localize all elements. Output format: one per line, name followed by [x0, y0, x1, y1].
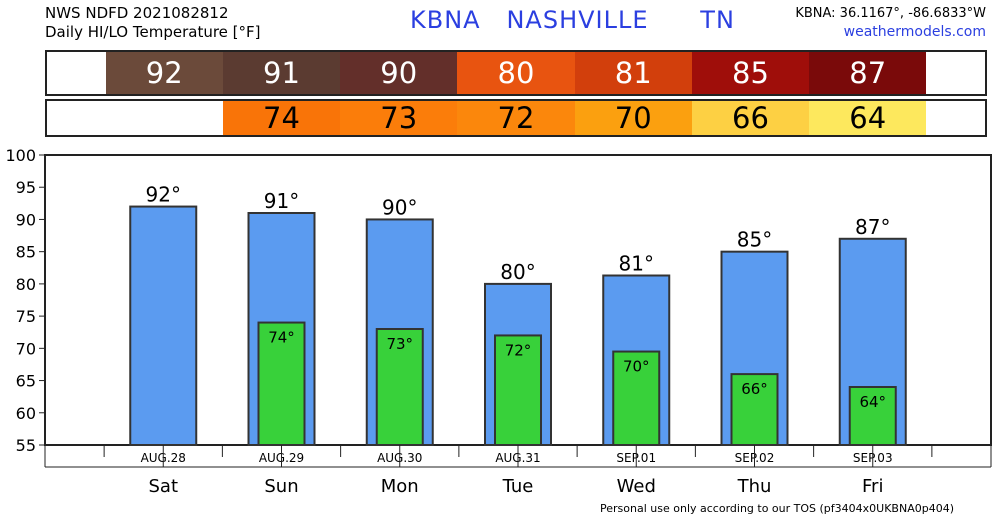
lo-bar: [848, 386, 897, 446]
hi-strip-cell: 91: [222, 52, 341, 94]
x-day-label: Sat: [148, 476, 178, 497]
lo-bar: [257, 321, 306, 446]
lo-bar-label: 74°: [268, 329, 295, 347]
station-coords: KBNA: 36.1167°, -86.6833°W: [795, 6, 986, 21]
site-link[interactable]: weathermodels.com: [843, 24, 986, 40]
x-day-label: Wed: [617, 476, 656, 497]
lo-bar: [494, 334, 542, 447]
lo-bar-label: 73°: [386, 335, 413, 353]
hi-strip-cell: 87: [809, 52, 927, 94]
lo-bar: [375, 328, 424, 446]
x-day-label: Tue: [502, 476, 534, 497]
lo-strip-cell: 73: [340, 101, 458, 135]
station-title: KBNA NASHVILLE TN: [410, 6, 735, 34]
y-tick-label: 60: [16, 404, 36, 423]
lo-bar-label: 70°: [623, 358, 650, 376]
hi-strip-cell: 85: [691, 52, 810, 94]
hi-bar-label: 80°: [500, 260, 535, 284]
x-day-label: Sun: [264, 476, 298, 497]
lo-bar-label: 72°: [505, 341, 532, 359]
y-tick-label: 80: [16, 275, 36, 294]
lo-strip-cell: 74: [222, 101, 341, 135]
lo-strip-cell: 72: [457, 101, 575, 135]
hi-strip-cell: 81: [574, 52, 692, 94]
product-label: NWS NDFD 2021082812: [45, 4, 229, 22]
x-day-label: Fri: [862, 476, 883, 497]
y-tick-label: 95: [16, 178, 36, 197]
lo-strip-cell: 70: [574, 101, 692, 135]
y-tick-label: 100: [5, 146, 36, 165]
hi-bar-label: 91°: [264, 189, 299, 213]
chart-subtitle: Daily HI/LO Temperature [°F]: [45, 23, 261, 41]
y-tick-label: 70: [16, 339, 36, 358]
hi-bar-label: 90°: [382, 195, 417, 219]
header-left: NWS NDFD 2021082812 Daily HI/LO Temperat…: [45, 4, 261, 42]
x-day-label: Mon: [381, 476, 419, 497]
hi-bar-label: 85°: [737, 228, 772, 252]
lo-temperature-strip: 74 73 72 70 66 64: [45, 99, 987, 137]
y-tick-label: 85: [16, 243, 36, 262]
hi-bar-label: 87°: [855, 215, 890, 239]
lo-strip-cell: 64: [809, 101, 927, 135]
header-right: KBNA: 36.1167°, -86.6833°W weathermodels…: [795, 4, 986, 42]
y-tick-label: 65: [16, 372, 36, 391]
lo-strip-cell: [105, 101, 223, 135]
lo-strip-cell: 66: [691, 101, 810, 135]
x-day-label: Thu: [737, 476, 772, 497]
hi-strip-cell: 92: [105, 52, 223, 94]
lo-bar: [730, 373, 779, 446]
hi-temperature-strip: 92 91 90 80 81 85 87: [45, 50, 987, 96]
lo-bar-label: 66°: [741, 380, 768, 398]
y-tick-label: 55: [16, 436, 36, 455]
y-tick-label: 75: [16, 307, 36, 326]
hi-bar-label: 92°: [146, 183, 181, 207]
lo-bar-label: 64°: [859, 393, 886, 411]
hi-strip-cell: 90: [340, 52, 458, 94]
hi-bar: [129, 205, 198, 446]
y-tick-label: 90: [16, 210, 36, 229]
footer-note: Personal use only according to our TOS (…: [600, 502, 954, 515]
hi-strip-cell: 80: [457, 52, 575, 94]
hi-bar-label: 81°: [619, 252, 654, 276]
